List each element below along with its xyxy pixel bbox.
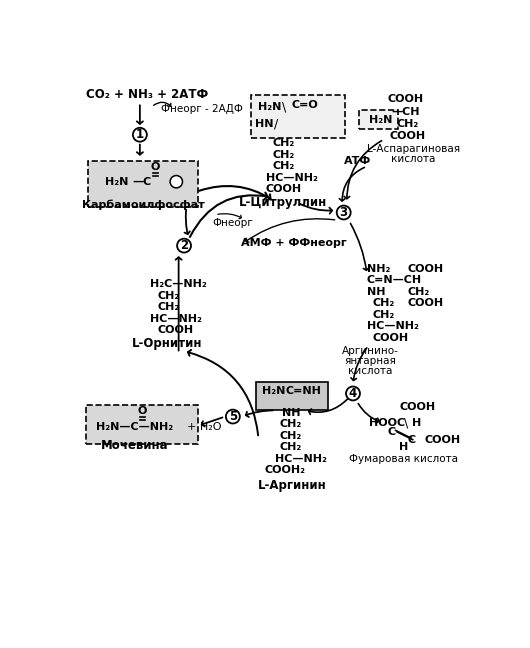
Text: C=O: C=O <box>291 100 318 110</box>
Text: CH₂: CH₂ <box>280 419 302 429</box>
Text: CH₂: CH₂ <box>280 443 302 452</box>
Text: CH₂: CH₂ <box>373 310 395 320</box>
Text: CH₂: CH₂ <box>272 161 294 171</box>
Text: АМФ + ФФнеорг: АМФ + ФФнеорг <box>241 238 346 248</box>
Bar <box>86 405 198 443</box>
Circle shape <box>133 128 147 142</box>
Text: COOH: COOH <box>387 95 424 104</box>
Text: L-Орнитин: L-Орнитин <box>132 337 202 350</box>
Text: CH₂: CH₂ <box>407 287 429 297</box>
Text: Ф: Ф <box>172 177 181 187</box>
Text: H₂N: H₂N <box>262 386 286 396</box>
Text: H₂N—C—NH₂: H₂N—C—NH₂ <box>96 422 173 432</box>
Text: 2: 2 <box>180 239 188 252</box>
Text: NH: NH <box>367 287 385 297</box>
Text: /: / <box>274 117 278 130</box>
Text: L-Цитруллин: L-Цитруллин <box>239 196 328 209</box>
Bar <box>256 382 328 410</box>
Text: HOOC: HOOC <box>368 418 404 428</box>
Text: CH₂: CH₂ <box>158 291 180 301</box>
Text: Фнеорг - 2АДФ: Фнеорг - 2АДФ <box>161 104 243 113</box>
Text: H: H <box>400 443 409 452</box>
Text: CH₂: CH₂ <box>272 138 294 148</box>
Circle shape <box>170 176 182 188</box>
Text: NH₂: NH₂ <box>367 264 390 273</box>
Circle shape <box>337 205 351 220</box>
Text: + H₂O: + H₂O <box>187 422 222 432</box>
Text: COOH: COOH <box>407 298 444 308</box>
Text: NH: NH <box>282 408 301 418</box>
Text: COOH: COOH <box>407 264 444 273</box>
Circle shape <box>177 238 191 253</box>
Text: 3: 3 <box>340 206 348 219</box>
Text: янтарная: янтарная <box>344 356 396 366</box>
Text: Мочевина: Мочевина <box>101 439 168 452</box>
Text: HC—NH₂: HC—NH₂ <box>150 314 202 324</box>
Text: COOH: COOH <box>373 333 409 343</box>
Text: АТФ: АТФ <box>343 156 371 166</box>
Text: кислота: кислота <box>391 154 436 163</box>
Circle shape <box>226 410 240 424</box>
Text: C: C <box>387 427 396 437</box>
Circle shape <box>346 386 360 400</box>
Text: COOH: COOH <box>265 185 302 194</box>
Text: \: \ <box>403 416 408 429</box>
Text: COOH: COOH <box>425 435 461 445</box>
Text: COOH: COOH <box>389 130 425 141</box>
Text: HC—NH₂: HC—NH₂ <box>266 173 318 183</box>
Text: H: H <box>412 418 421 428</box>
Text: 5: 5 <box>229 410 237 423</box>
Text: O: O <box>151 162 160 172</box>
Text: COOH: COOH <box>158 325 194 335</box>
Bar <box>88 161 198 207</box>
Text: HC—NH₂: HC—NH₂ <box>367 321 419 332</box>
Text: COOH: COOH <box>400 402 436 412</box>
Text: HN: HN <box>255 119 274 129</box>
Text: L-Аргинин: L-Аргинин <box>258 480 327 492</box>
Text: 4: 4 <box>349 387 357 400</box>
Text: HC—NH₂: HC—NH₂ <box>276 454 328 464</box>
Text: H₂N: H₂N <box>259 102 282 112</box>
Text: C=N—CH: C=N—CH <box>367 275 422 285</box>
Text: C: C <box>407 435 415 445</box>
Text: O: O <box>137 406 147 416</box>
Text: Фнеорг: Фнеорг <box>213 218 253 227</box>
Text: Карбамоилфосфат: Карбамоилфосфат <box>82 200 205 210</box>
Bar <box>251 95 345 138</box>
Text: кислота: кислота <box>348 366 392 376</box>
Text: 1: 1 <box>136 128 144 141</box>
Text: CH₂: CH₂ <box>373 298 395 308</box>
Text: CO₂ + NH₃ + 2АТФ: CO₂ + NH₃ + 2АТФ <box>86 88 209 101</box>
Text: CH₂: CH₂ <box>396 119 418 129</box>
Text: COOH₂: COOH₂ <box>264 465 305 476</box>
Text: \: \ <box>282 100 286 113</box>
Text: CH₂: CH₂ <box>280 431 302 441</box>
Text: L-Аспарагиновая: L-Аспарагиновая <box>367 144 460 154</box>
Text: H₂N: H₂N <box>368 115 392 125</box>
Text: Фумаровая кислота: Фумаровая кислота <box>349 454 458 464</box>
Text: CH₂: CH₂ <box>272 150 294 160</box>
Text: —CH: —CH <box>392 107 420 117</box>
Text: Аргинино-: Аргинино- <box>342 346 399 356</box>
Text: —C: —C <box>132 177 152 187</box>
Text: H₂C—NH₂: H₂C—NH₂ <box>150 279 207 289</box>
Text: H₂N: H₂N <box>105 177 128 187</box>
Text: CH₂: CH₂ <box>158 302 180 312</box>
Bar <box>359 110 398 128</box>
Text: C=NH: C=NH <box>286 386 322 396</box>
